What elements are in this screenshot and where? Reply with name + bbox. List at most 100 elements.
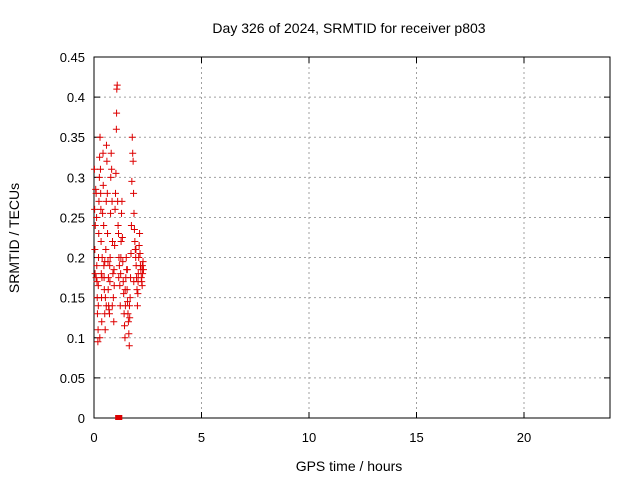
data-point [125,302,133,310]
data-point [132,246,140,254]
data-points [90,81,147,420]
data-point [99,209,107,217]
y-axis-label: SRMTID / TECUs [6,183,22,293]
data-point [94,282,102,290]
data-point [102,141,110,149]
data-point [97,189,105,197]
data-point [129,149,137,157]
data-point [106,278,114,286]
data-point [104,229,112,237]
data-point [95,229,103,237]
chart-title: Day 326 of 2024, SRMTID for receiver p80… [212,20,485,36]
data-point [139,258,147,266]
data-point [139,270,147,278]
data-point [126,314,134,322]
data-point [130,225,138,233]
data-point [114,221,122,229]
data-point [94,302,102,310]
data-point [124,298,132,306]
data-point [117,254,125,262]
x-tick-label: 10 [302,430,316,445]
data-point [135,254,143,262]
data-point [112,189,119,197]
data-point [133,302,141,310]
data-point [136,250,144,258]
data-point [113,81,121,89]
data-point [96,153,104,161]
data-point [91,246,99,254]
data-point [115,262,123,270]
data-point [124,310,132,318]
data-point [136,229,144,237]
data-point [103,189,111,197]
grid [94,57,610,418]
data-point [119,258,127,266]
x-tick-label: 15 [409,430,423,445]
data-point [127,221,135,229]
data-point [117,238,125,246]
data-point [106,254,114,262]
data-point [120,290,128,298]
plot-frame [93,56,611,419]
data-point [139,266,147,274]
data-point [102,302,110,310]
data-point [93,213,101,221]
data-point [138,282,146,290]
data-point [94,326,102,334]
data-point [128,133,136,141]
data-point [96,334,104,342]
data-point [128,177,136,185]
data-point [93,310,101,318]
data-point [121,322,129,330]
y-tick-label: 0.05 [60,371,85,386]
data-point [109,270,117,278]
data-point [97,238,105,246]
data-point [93,278,101,286]
data-point [108,165,116,173]
data-point [100,274,108,282]
data-point [126,294,134,302]
data-point [111,205,119,213]
data-point [123,266,131,274]
y-tick-label: 0.1 [67,331,85,346]
data-point [118,209,126,217]
x-axis-label: GPS time / hours [296,458,403,474]
data-point [110,318,118,326]
y-tick-label: 0.2 [67,251,85,266]
data-point [95,173,103,181]
data-point [100,221,108,229]
data-point [112,125,120,133]
data-point [125,342,133,350]
data-point [104,286,112,294]
data-point [105,310,113,318]
data-point [115,229,123,237]
data-point [134,290,142,298]
data-point [135,242,143,250]
data-point [129,157,137,165]
data-point [117,270,125,278]
data-point [101,326,109,334]
y-tick-label: 0.4 [67,90,85,105]
data-point [91,221,99,229]
data-point [99,181,107,189]
data-point [98,254,106,262]
data-point [115,274,123,282]
data-point [112,169,120,177]
data-point [127,250,135,258]
ticks: 0 0.05 0.1 0.15 0.2 0.25 0.3 0.35 0.4 0.45 0 5 10 15 2… [60,50,610,445]
data-point [97,270,105,278]
data-point [118,197,126,205]
y-tick-label: 0.3 [67,170,85,185]
data-point [113,109,121,117]
data-point [127,274,135,282]
x-tick-label: 5 [198,430,205,445]
data-point [90,165,98,173]
data-point [93,262,101,270]
data-point [125,330,133,338]
data-point [124,318,132,326]
data-point [94,338,102,346]
data-point [138,262,146,270]
x-tick-label: 0 [90,430,97,445]
